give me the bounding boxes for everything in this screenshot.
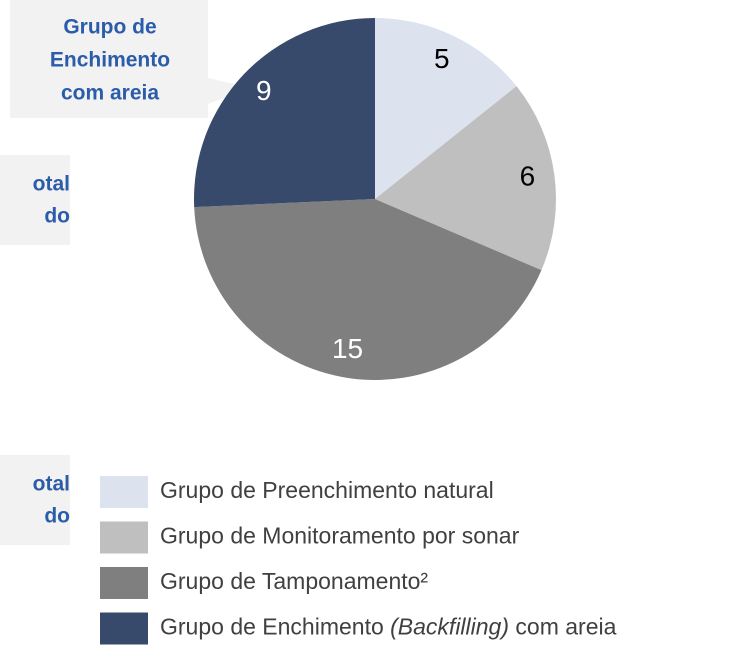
pie-slice [194, 18, 375, 208]
data-label: 6 [520, 161, 536, 192]
callout-box [10, 0, 208, 118]
annotation-text: do [44, 205, 70, 228]
legend-label: Grupo de Enchimento (Backfilling) com ar… [160, 614, 617, 640]
legend-label: Grupo de Monitoramento por sonar [160, 523, 520, 549]
annotations: Grupo de Enchimento com areia otal do otal do [33, 16, 170, 528]
legend-swatch [100, 612, 148, 645]
data-label: 9 [256, 75, 272, 106]
legend-label: Grupo de Preenchimento natural [160, 477, 494, 503]
pie [194, 18, 556, 380]
data-label: 15 [332, 333, 363, 364]
pie-slice [375, 18, 517, 199]
annotation-text: com areia [61, 82, 159, 105]
legend-label: Grupo de Tamponamento² [160, 568, 428, 594]
annotation-text: Enchimento [50, 49, 170, 72]
pie-slice [194, 199, 542, 380]
labels: 5 6 15 9 [256, 43, 535, 364]
annotation-text: do [44, 505, 70, 528]
annotation-text: otal [33, 173, 70, 196]
legend-swatch [100, 476, 148, 508]
annotation-text: Grupo de [63, 16, 156, 39]
data-label: 5 [434, 43, 450, 74]
legend-swatch [100, 567, 148, 599]
annotation-text: otal [33, 473, 70, 496]
pie-slice [375, 86, 556, 271]
annotation-box [0, 455, 70, 545]
legend: Grupo de Preenchimento natural Grupo de M… [100, 476, 617, 645]
annotation-box [0, 155, 70, 245]
legend-swatch [100, 521, 148, 554]
